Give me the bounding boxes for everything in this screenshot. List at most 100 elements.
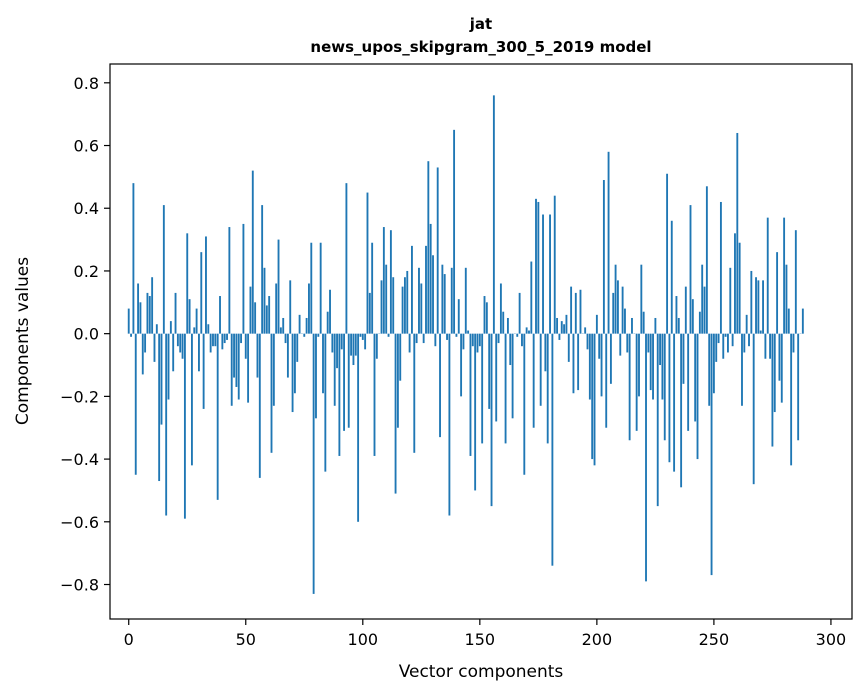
bar-227	[659, 333, 661, 366]
bar-256	[727, 333, 729, 353]
bar-252	[717, 333, 720, 344]
bar-153	[485, 302, 488, 334]
bar-145	[467, 330, 470, 334]
bar-132	[436, 167, 439, 334]
bar-120	[408, 333, 411, 353]
bar-243	[696, 333, 699, 460]
bar-75	[303, 333, 306, 337]
bar-232	[670, 220, 673, 334]
bar-141	[457, 299, 460, 334]
bar-66	[282, 317, 285, 334]
bar-104	[371, 242, 374, 334]
bar-206	[609, 333, 612, 384]
bar-235	[677, 317, 680, 334]
bar-68	[286, 333, 289, 378]
bar-61	[270, 333, 273, 453]
bar-85	[326, 311, 329, 334]
bar-28	[193, 327, 196, 334]
bar-22	[179, 333, 182, 353]
bar-234	[675, 296, 678, 334]
bar-118	[403, 277, 406, 334]
y-axis-label: Components values	[13, 257, 33, 425]
bar-86	[329, 289, 331, 334]
bar-64	[277, 239, 280, 334]
bar-259	[734, 233, 736, 334]
bar-208	[614, 264, 617, 334]
x-tick-label: 250	[699, 630, 730, 649]
bar-128	[427, 161, 430, 334]
bar-136	[446, 333, 448, 340]
bar-146	[469, 333, 472, 456]
bar-171	[528, 330, 530, 334]
bar-175	[537, 201, 540, 334]
bar-191	[574, 292, 577, 334]
bar-271	[762, 280, 764, 334]
bar-240	[689, 205, 692, 334]
bar-187	[565, 314, 568, 334]
y-tick-label: 0.4	[74, 199, 99, 218]
bar-31	[200, 252, 203, 334]
bar-34	[207, 324, 210, 334]
bar-96	[352, 333, 355, 366]
bar-109	[382, 227, 385, 334]
bar-224	[652, 333, 654, 400]
bar-179	[546, 333, 549, 444]
bar-112	[389, 230, 392, 334]
bar-52	[249, 286, 252, 334]
bar-265	[748, 333, 750, 347]
bar-79	[312, 333, 315, 594]
bar-76	[305, 317, 308, 334]
bar-3	[134, 333, 137, 475]
chart-subtitle: news_upos_skipgram_300_5_2019 model	[310, 38, 651, 56]
bar-9	[148, 296, 151, 334]
bar-226	[656, 333, 659, 507]
bar-56	[258, 333, 261, 478]
bar-26	[188, 299, 191, 334]
bar-106	[375, 333, 378, 359]
bar-27	[190, 333, 193, 466]
x-tick-label: 200	[582, 630, 613, 649]
bar-274	[769, 333, 772, 359]
bar-137	[448, 333, 451, 516]
bar-204	[605, 333, 608, 428]
bar-58	[263, 267, 266, 334]
bar-29	[195, 308, 198, 334]
bar-4	[137, 283, 140, 334]
bar-45	[233, 333, 235, 378]
bar-260	[736, 132, 739, 334]
bar-246	[703, 286, 706, 334]
bar-21	[176, 333, 179, 347]
bar-266	[750, 270, 753, 334]
bar-134	[441, 264, 444, 334]
bar-221	[645, 333, 647, 582]
bar-247	[705, 186, 708, 334]
plot-area-frame	[109, 63, 853, 620]
bar-80	[315, 333, 317, 419]
bar-151	[481, 333, 484, 444]
bar-129	[429, 223, 432, 334]
bar-16	[165, 333, 168, 516]
bar-102	[366, 192, 369, 334]
bar-185	[560, 321, 563, 334]
bar-268	[755, 277, 757, 334]
x-tick-label: 150	[465, 630, 496, 649]
bar-186	[563, 324, 566, 334]
bar-11	[153, 333, 156, 362]
bar-44	[230, 333, 233, 406]
bar-172	[530, 261, 533, 334]
bar-282	[787, 308, 790, 334]
bar-36	[212, 333, 214, 347]
bar-263	[743, 333, 746, 353]
bar-203	[602, 180, 605, 334]
bar-225	[654, 317, 657, 334]
bar-138	[450, 267, 453, 334]
bar-245	[701, 264, 704, 334]
bar-148	[474, 333, 477, 491]
bar-17	[167, 333, 170, 400]
bar-123	[415, 333, 418, 344]
bar-285	[794, 230, 797, 334]
bar-150	[478, 333, 481, 347]
bar-250	[712, 333, 715, 394]
bar-183	[556, 317, 559, 334]
bar-89	[336, 333, 338, 369]
